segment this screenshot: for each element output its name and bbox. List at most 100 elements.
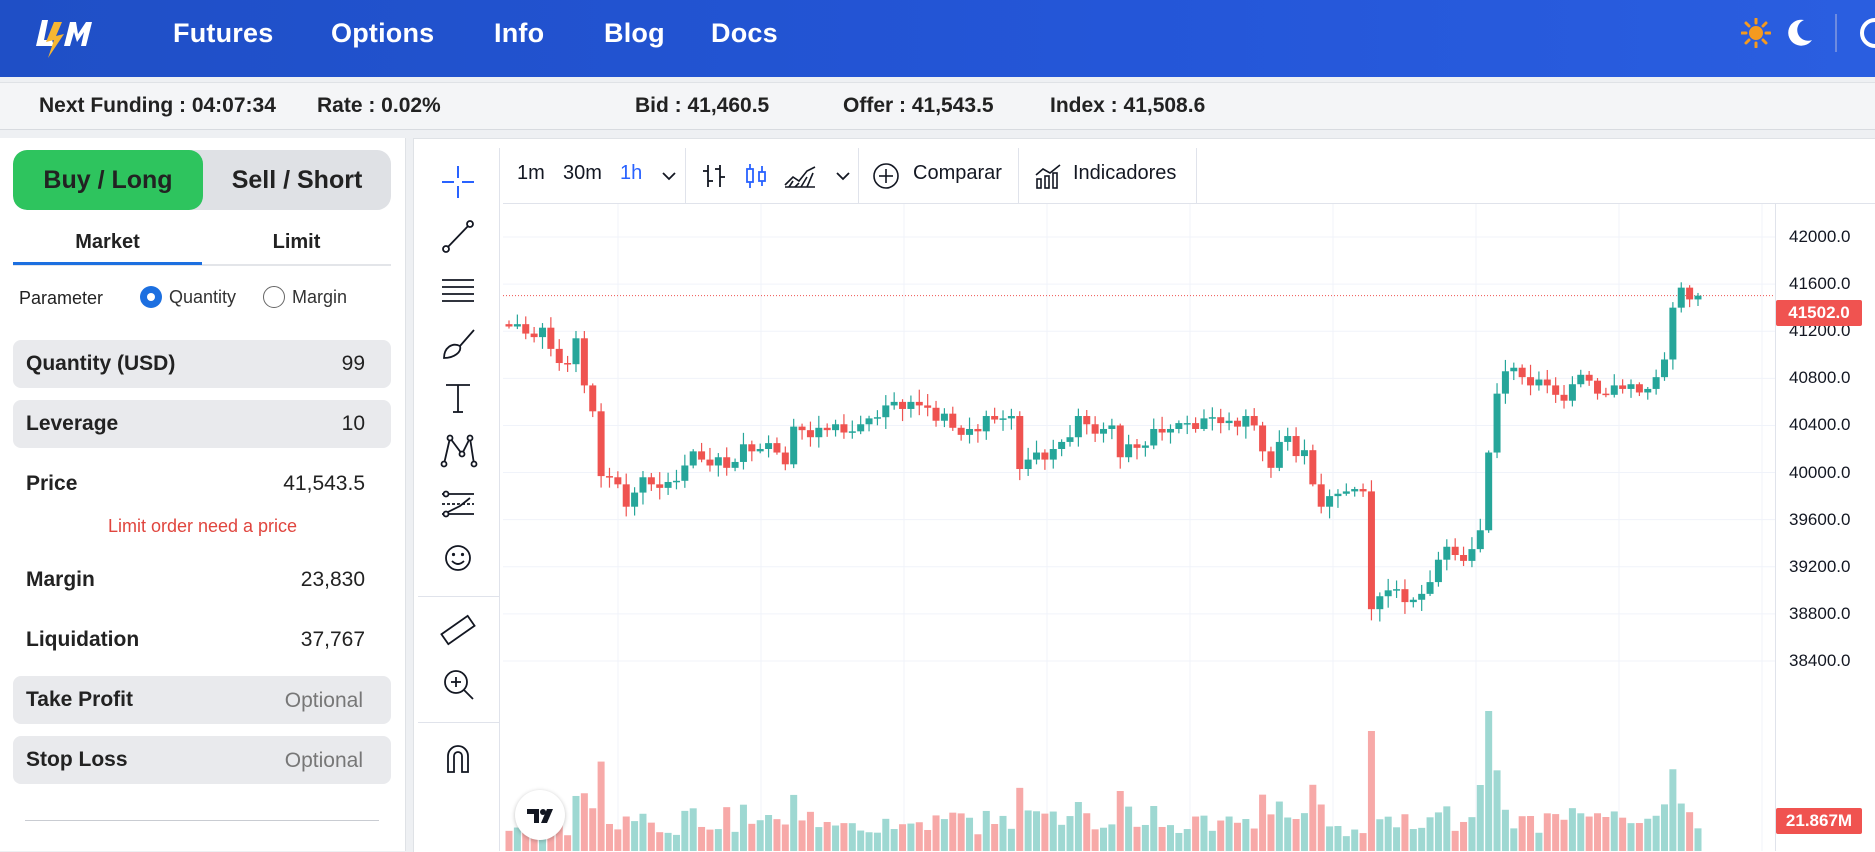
nav-docs[interactable]: Docs bbox=[711, 18, 778, 48]
sun-icon[interactable] bbox=[1741, 18, 1771, 48]
moon-icon[interactable] bbox=[1786, 18, 1814, 48]
candle-body bbox=[1033, 452, 1041, 460]
prediction-icon[interactable] bbox=[438, 484, 478, 524]
candle-body bbox=[1016, 416, 1024, 470]
candle-body bbox=[547, 327, 555, 349]
volume-bar bbox=[731, 831, 739, 851]
margin-label: Margin bbox=[26, 568, 95, 591]
candle-body bbox=[1543, 379, 1551, 386]
volume-bar bbox=[689, 808, 697, 851]
volume-bar bbox=[622, 816, 630, 851]
trend-line-icon[interactable] bbox=[438, 216, 478, 256]
leverage-field[interactable]: Leverage 10 bbox=[13, 400, 391, 448]
interval-30m[interactable]: 30m bbox=[563, 162, 602, 184]
toolbar-separator bbox=[685, 148, 686, 203]
ruler-icon[interactable] bbox=[438, 610, 478, 650]
candle-chart-style-icon[interactable] bbox=[741, 161, 771, 191]
stop-loss-field[interactable]: Stop Loss bbox=[13, 736, 391, 784]
candle-body bbox=[1694, 295, 1702, 300]
nav-options[interactable]: Options bbox=[331, 18, 435, 48]
compare-button[interactable]: Comparar bbox=[871, 148, 1016, 203]
nav-blog[interactable]: Blog bbox=[604, 18, 665, 48]
candle-body bbox=[1233, 420, 1241, 427]
volume-bar bbox=[1091, 829, 1099, 851]
tradingview-logo[interactable] bbox=[515, 790, 565, 840]
stop-loss-input[interactable] bbox=[161, 744, 365, 778]
candle-body bbox=[530, 333, 538, 338]
user-avatar-icon[interactable] bbox=[1860, 18, 1875, 48]
nav-futures[interactable]: Futures bbox=[173, 18, 274, 48]
candle-body bbox=[555, 348, 563, 364]
candle-body bbox=[731, 461, 739, 468]
chevron-down-icon[interactable] bbox=[659, 161, 679, 191]
candle-body bbox=[1635, 384, 1643, 393]
last-volume-tag: 21.867M bbox=[1776, 808, 1862, 834]
tab-market[interactable]: Market bbox=[13, 224, 202, 265]
pattern-icon[interactable] bbox=[438, 430, 478, 470]
volume-bar bbox=[631, 821, 639, 851]
indicators-button[interactable]: Indicadores bbox=[1033, 148, 1193, 203]
tab-limit[interactable]: Limit bbox=[272, 231, 321, 253]
candle-body bbox=[664, 481, 672, 488]
zoom-in-icon[interactable] bbox=[438, 664, 478, 704]
brush-icon[interactable] bbox=[438, 324, 478, 364]
bar-chart-style-icon[interactable] bbox=[699, 161, 729, 191]
candle-body bbox=[1183, 423, 1191, 425]
nav-info[interactable]: Info bbox=[494, 18, 545, 48]
volume-bar bbox=[873, 832, 881, 851]
price-value: 41,543.5 bbox=[283, 472, 365, 495]
quantity-value[interactable]: 99 bbox=[341, 352, 365, 375]
interval-1h[interactable]: 1h bbox=[620, 162, 643, 184]
volume-bar bbox=[1518, 816, 1526, 851]
liquidation-value: 37,767 bbox=[300, 628, 365, 651]
candle-body bbox=[1384, 590, 1392, 597]
leverage-label: Leverage bbox=[26, 412, 119, 435]
candle-body bbox=[1527, 377, 1535, 386]
area-chart-style-icon[interactable] bbox=[783, 161, 817, 191]
volume-bar bbox=[605, 823, 613, 851]
candle-body bbox=[1024, 459, 1032, 470]
volume-bar bbox=[1250, 828, 1258, 851]
leverage-value[interactable]: 10 bbox=[341, 412, 365, 435]
interval-1m[interactable]: 1m bbox=[517, 162, 545, 184]
crosshair-icon[interactable] bbox=[438, 162, 478, 202]
volume-bar bbox=[957, 813, 965, 851]
candle-body bbox=[890, 401, 898, 406]
volume-bar bbox=[1259, 794, 1267, 851]
volume-bar bbox=[1217, 820, 1225, 851]
compare-label: Comparar bbox=[913, 162, 1002, 184]
volume-bar bbox=[1418, 827, 1426, 851]
candle-body bbox=[798, 426, 806, 431]
candle-body bbox=[706, 459, 714, 466]
candle-body bbox=[1007, 416, 1015, 419]
price-tick-label: 40000.0 bbox=[1789, 462, 1851, 482]
candle-body bbox=[857, 424, 865, 432]
candle-body bbox=[1619, 385, 1627, 389]
volume-bar bbox=[1501, 809, 1509, 851]
horizontal-lines-icon[interactable] bbox=[438, 270, 478, 310]
candle-body bbox=[1652, 377, 1660, 389]
liquidation-label: Liquidation bbox=[26, 628, 140, 651]
volume-bar bbox=[857, 830, 865, 851]
volume-bar bbox=[1309, 784, 1317, 851]
volume-bar bbox=[1100, 827, 1107, 851]
chevron-down-icon[interactable] bbox=[833, 161, 853, 191]
candle-body bbox=[631, 492, 639, 507]
volume-bar bbox=[790, 794, 798, 851]
magnet-icon[interactable] bbox=[438, 738, 478, 778]
candle-body bbox=[940, 413, 948, 421]
order-type-tabs: Market Limit bbox=[13, 224, 391, 266]
text-icon[interactable] bbox=[438, 378, 478, 418]
candle-body bbox=[1443, 546, 1451, 560]
candlestick-chart[interactable] bbox=[503, 204, 1779, 851]
lnm-logo[interactable] bbox=[32, 16, 102, 60]
take-profit-field[interactable]: Take Profit bbox=[13, 676, 391, 724]
quantity-field[interactable]: Quantity (USD) 99 bbox=[13, 340, 391, 388]
sell-short-tab[interactable]: Sell / Short bbox=[231, 166, 363, 194]
volume-bar bbox=[1284, 817, 1292, 851]
funding-ticker: Next Funding : 04:07:34 Rate : 0.02% Bid… bbox=[0, 82, 1875, 130]
take-profit-input[interactable] bbox=[161, 684, 365, 718]
buy-long-tab[interactable]: Buy / Long bbox=[13, 150, 203, 210]
emoji-icon[interactable] bbox=[438, 538, 478, 578]
candle-body bbox=[806, 430, 814, 438]
